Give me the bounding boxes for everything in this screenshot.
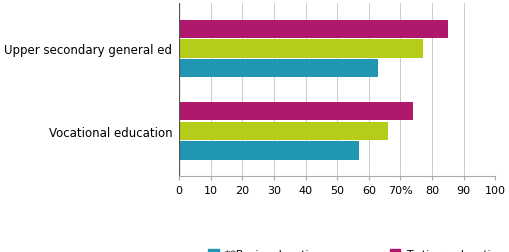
Legend: **Basic education, *Upper secondary education, Tertiary education: **Basic education, *Upper secondary educ… <box>208 249 503 252</box>
Bar <box>179 60 378 78</box>
Bar <box>179 122 387 140</box>
Bar <box>179 142 359 160</box>
Bar <box>179 40 422 58</box>
Bar <box>179 103 412 121</box>
Bar <box>179 20 447 39</box>
